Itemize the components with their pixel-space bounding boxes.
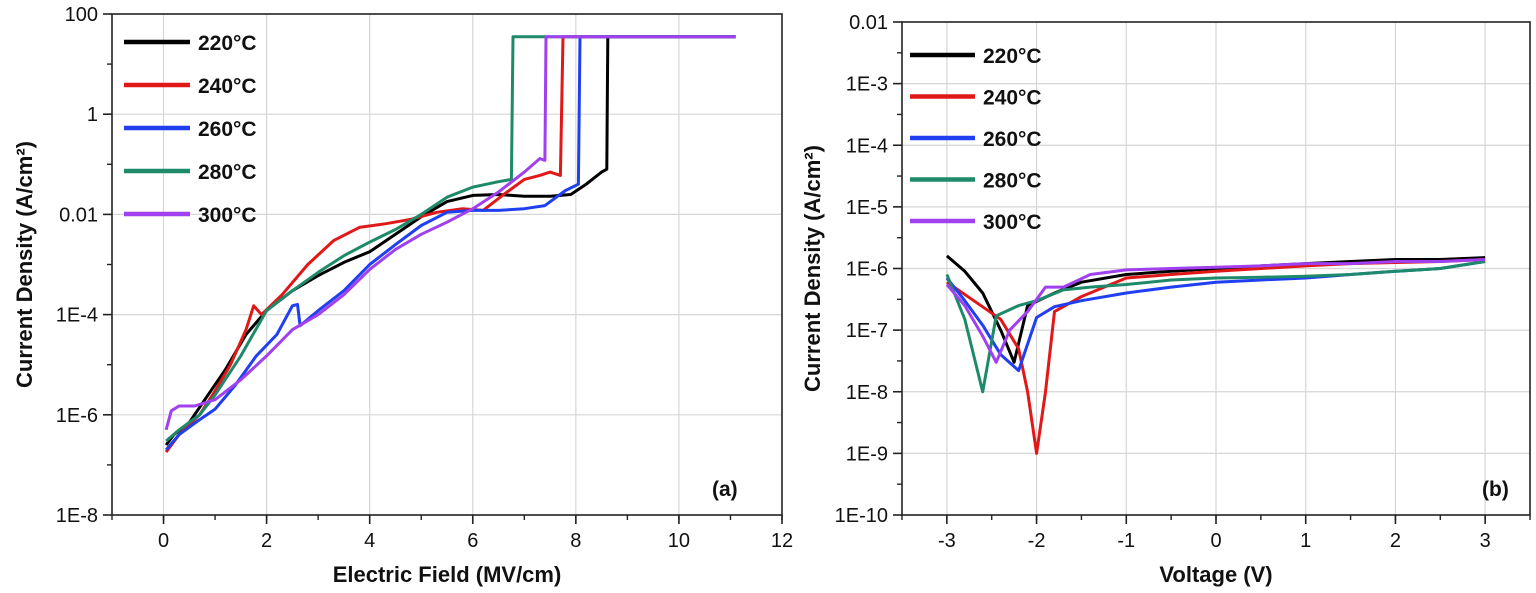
x-tick-label: 6: [467, 530, 478, 552]
x-tick-label: 12: [771, 530, 793, 552]
legend-label: 300°C: [983, 211, 1042, 234]
x-axis-title: Electric Field (MV/cm): [333, 562, 562, 587]
y-tick-label: 1E-4: [56, 305, 98, 327]
legend-label: 220°C: [198, 32, 257, 55]
x-tick-label: 1: [1300, 530, 1311, 552]
y-tick-label: 1E-8: [846, 382, 888, 404]
x-tick-label: 0: [158, 530, 169, 552]
panel-label: (b): [1482, 478, 1509, 501]
series-line: [164, 35, 736, 431]
y-tick-label: 100: [65, 4, 98, 26]
series-line: [945, 258, 1486, 364]
y-tick-label: 1E-4: [846, 135, 888, 157]
x-tick-label: 2: [1390, 530, 1401, 552]
legend-label: 280°C: [983, 170, 1042, 193]
legend-label: 240°C: [198, 75, 257, 98]
legend-label: 280°C: [198, 161, 257, 184]
legend-label: 260°C: [198, 118, 257, 141]
series-line: [165, 35, 736, 443]
y-tick-label: 1E-6: [56, 405, 98, 427]
x-tick-label: 10: [668, 530, 690, 552]
series-line: [164, 35, 736, 446]
chart-panel-a: 0 2 4 6 8 10 12 1E-8 1E-6 1E-4 0.01 1 100 Electric Fi…: [12, 4, 793, 587]
x-axis-title: Voltage (V): [1159, 562, 1272, 587]
y-tick-label: 1E-9: [846, 443, 888, 465]
x-tick-label: 4: [364, 530, 375, 552]
panel-label: (a): [712, 478, 738, 501]
y-tick-label: 1E-7: [846, 320, 888, 342]
y-tick-label: 0.01: [849, 12, 888, 34]
y-tick-label: 1E-3: [846, 74, 888, 96]
x-tick-label: 8: [570, 530, 581, 552]
series-line: [164, 35, 736, 453]
y-tick-label: 1E-6: [846, 259, 888, 281]
x-tick-label: -1: [1117, 530, 1135, 552]
y-axis-title: Current Density (A/cm²): [12, 141, 37, 388]
x-tick-label: -3: [938, 530, 956, 552]
legend-label: 260°C: [983, 128, 1042, 151]
x-tick-label: -2: [1028, 530, 1046, 552]
series-line: [945, 260, 1486, 394]
y-tick-label: 1E-8: [56, 505, 98, 527]
legend-label: 220°C: [983, 45, 1042, 68]
y-tick-label: 1E-5: [846, 197, 888, 219]
legend-label: 300°C: [198, 204, 257, 227]
y-tick-label: 0.01: [59, 204, 98, 226]
y-axis-title: Current Density (A/cm²): [800, 145, 825, 392]
x-tick-label: 2: [261, 530, 272, 552]
chart-panel-b: -3 -2 -1 0 1 2 3 1E-10 1E-9 1E-8 1E-7 1E-6 1E-5 1E-4 1…: [800, 12, 1531, 587]
legend-label: 240°C: [983, 87, 1042, 110]
y-tick-label: 1E-10: [835, 505, 888, 527]
series-line: [164, 35, 736, 451]
x-tick-label: 0: [1210, 530, 1221, 552]
x-tick-label: 3: [1480, 530, 1491, 552]
y-tick-label: 1: [87, 104, 98, 126]
